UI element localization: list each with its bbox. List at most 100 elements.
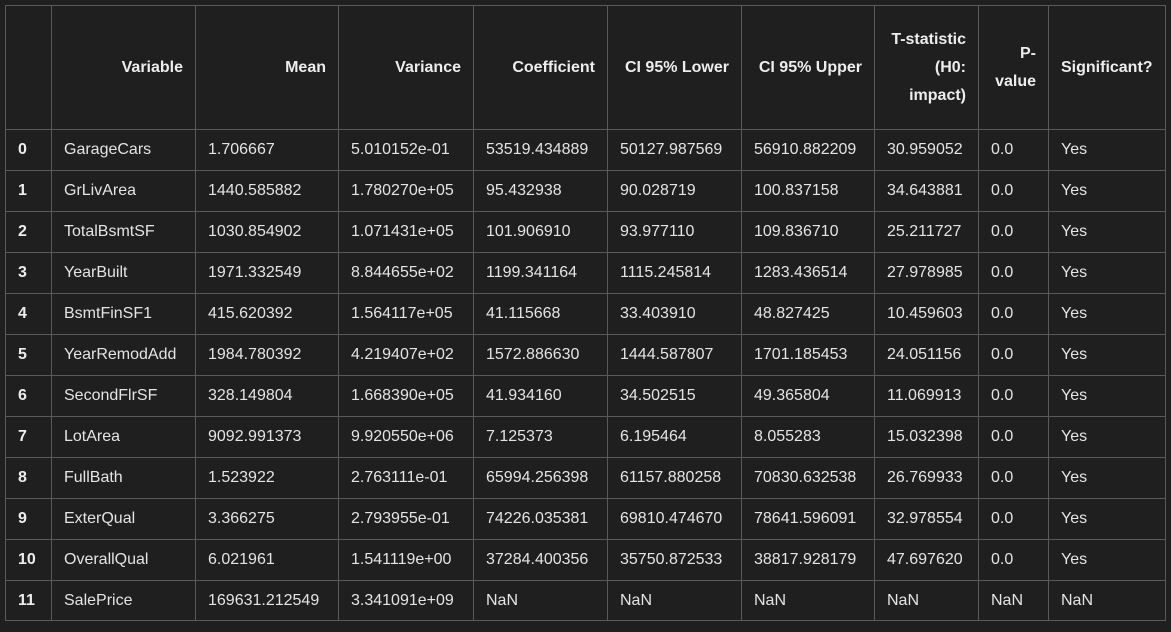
ci-lower-cell: 69810.474670 — [607, 498, 742, 540]
table-header: Variable Mean Variance Coefficient CI 95… — [5, 5, 1166, 130]
ci-lower-cell: 61157.880258 — [607, 457, 742, 499]
coefficient-cell: 41.115668 — [473, 293, 608, 335]
row-index: 8 — [5, 457, 52, 499]
ci-upper-cell: 109.836710 — [741, 211, 875, 253]
table-row: 10 OverallQual 6.021961 1.541119e+00 37284.4… — [5, 539, 1166, 581]
row-index: 11 — [5, 580, 52, 621]
mean-cell: 1440.585882 — [195, 170, 339, 212]
ci-lower-cell: 1444.587807 — [607, 334, 742, 376]
row-index: 7 — [5, 416, 52, 458]
coefficient-cell: 7.125373 — [473, 416, 608, 458]
significant-cell: Yes — [1048, 416, 1166, 458]
variable-cell: ExterQual — [51, 498, 196, 540]
p-value-cell: 0.0 — [978, 416, 1049, 458]
variable-cell: BsmtFinSF1 — [51, 293, 196, 335]
row-index: 10 — [5, 539, 52, 581]
row-index: 5 — [5, 334, 52, 376]
variable-cell: GarageCars — [51, 129, 196, 171]
variance-cell: 5.010152e-01 — [338, 129, 474, 171]
ci-upper-cell: 38817.928179 — [741, 539, 875, 581]
t-statistic-cell: 24.051156 — [874, 334, 979, 376]
t-statistic-cell: 15.032398 — [874, 416, 979, 458]
variance-cell: 9.920550e+06 — [338, 416, 474, 458]
ci-upper-cell: 48.827425 — [741, 293, 875, 335]
coefficient-cell: 74226.035381 — [473, 498, 608, 540]
coefficient-cell: 1199.341164 — [473, 252, 608, 294]
row-index: 9 — [5, 498, 52, 540]
mean-cell: 1.523922 — [195, 457, 339, 499]
variance-cell: 1.541119e+00 — [338, 539, 474, 581]
coefficient-cell: 53519.434889 — [473, 129, 608, 171]
t-statistic-cell: 34.643881 — [874, 170, 979, 212]
variance-cell: 2.793955e-01 — [338, 498, 474, 540]
variance-cell: 1.564117e+05 — [338, 293, 474, 335]
ci-lower-cell: 6.195464 — [607, 416, 742, 458]
significant-cell: Yes — [1048, 211, 1166, 253]
significant-cell: Yes — [1048, 129, 1166, 171]
mean-cell: 1971.332549 — [195, 252, 339, 294]
p-value-cell: 0.0 — [978, 252, 1049, 294]
table-row: 3 YearBuilt 1971.332549 8.844655e+02 1199.34… — [5, 252, 1166, 294]
row-index: 6 — [5, 375, 52, 417]
variable-cell: OverallQual — [51, 539, 196, 581]
ci-upper-cell: 1283.436514 — [741, 252, 875, 294]
t-statistic-cell: 25.211727 — [874, 211, 979, 253]
t-statistic-cell: NaN — [874, 580, 979, 621]
row-index: 4 — [5, 293, 52, 335]
header-index — [5, 5, 52, 130]
coefficient-cell: 1572.886630 — [473, 334, 608, 376]
mean-cell: 328.149804 — [195, 375, 339, 417]
coefficient-cell: 65994.256398 — [473, 457, 608, 499]
variable-cell: SecondFlrSF — [51, 375, 196, 417]
t-statistic-cell: 10.459603 — [874, 293, 979, 335]
header-variable: Variable — [51, 5, 196, 130]
row-index: 0 — [5, 129, 52, 171]
variable-cell: YearBuilt — [51, 252, 196, 294]
significant-cell: Yes — [1048, 170, 1166, 212]
header-row: Variable Mean Variance Coefficient CI 95… — [5, 5, 1166, 130]
ci-lower-cell: 50127.987569 — [607, 129, 742, 171]
table-row: 4 BsmtFinSF1 415.620392 1.564117e+05 41.1156… — [5, 293, 1166, 335]
t-statistic-cell: 30.959052 — [874, 129, 979, 171]
significant-cell: Yes — [1048, 334, 1166, 376]
t-statistic-cell: 47.697620 — [874, 539, 979, 581]
variance-cell: 1.071431e+05 — [338, 211, 474, 253]
variable-cell: TotalBsmtSF — [51, 211, 196, 253]
ci-lower-cell: NaN — [607, 580, 742, 621]
table-body: 0 GarageCars 1.706667 5.010152e-01 53519.434… — [5, 129, 1166, 621]
row-index: 3 — [5, 252, 52, 294]
variance-cell: 8.844655e+02 — [338, 252, 474, 294]
header-variance: Variance — [338, 5, 474, 130]
coefficient-cell: 41.934160 — [473, 375, 608, 417]
dataframe-table: Variable Mean Variance Coefficient CI 95… — [5, 5, 1166, 621]
mean-cell: 6.021961 — [195, 539, 339, 581]
row-index: 2 — [5, 211, 52, 253]
significant-cell: Yes — [1048, 539, 1166, 581]
mean-cell: 415.620392 — [195, 293, 339, 335]
ci-upper-cell: 49.365804 — [741, 375, 875, 417]
ci-upper-cell: 70830.632538 — [741, 457, 875, 499]
p-value-cell: 0.0 — [978, 498, 1049, 540]
header-significant: Significant? — [1048, 5, 1166, 130]
ci-upper-cell: 100.837158 — [741, 170, 875, 212]
variance-cell: 4.219407e+02 — [338, 334, 474, 376]
ci-lower-cell: 1115.245814 — [607, 252, 742, 294]
table-row: 5 YearRemodAdd 1984.780392 4.219407e+02 1572… — [5, 334, 1166, 376]
significant-cell: Yes — [1048, 252, 1166, 294]
header-p-value: P-value — [978, 5, 1049, 130]
t-statistic-cell: 27.978985 — [874, 252, 979, 294]
mean-cell: 1984.780392 — [195, 334, 339, 376]
p-value-cell: 0.0 — [978, 375, 1049, 417]
ci-lower-cell: 93.977110 — [607, 211, 742, 253]
variable-cell: YearRemodAdd — [51, 334, 196, 376]
ci-lower-cell: 35750.872533 — [607, 539, 742, 581]
variance-cell: 1.780270e+05 — [338, 170, 474, 212]
significant-cell: Yes — [1048, 457, 1166, 499]
ci-lower-cell: 34.502515 — [607, 375, 742, 417]
table-row: 0 GarageCars 1.706667 5.010152e-01 53519.434… — [5, 129, 1166, 171]
variance-cell: 1.668390e+05 — [338, 375, 474, 417]
mean-cell: 1.706667 — [195, 129, 339, 171]
header-ci-upper: CI 95% Upper — [741, 5, 875, 130]
p-value-cell: 0.0 — [978, 457, 1049, 499]
